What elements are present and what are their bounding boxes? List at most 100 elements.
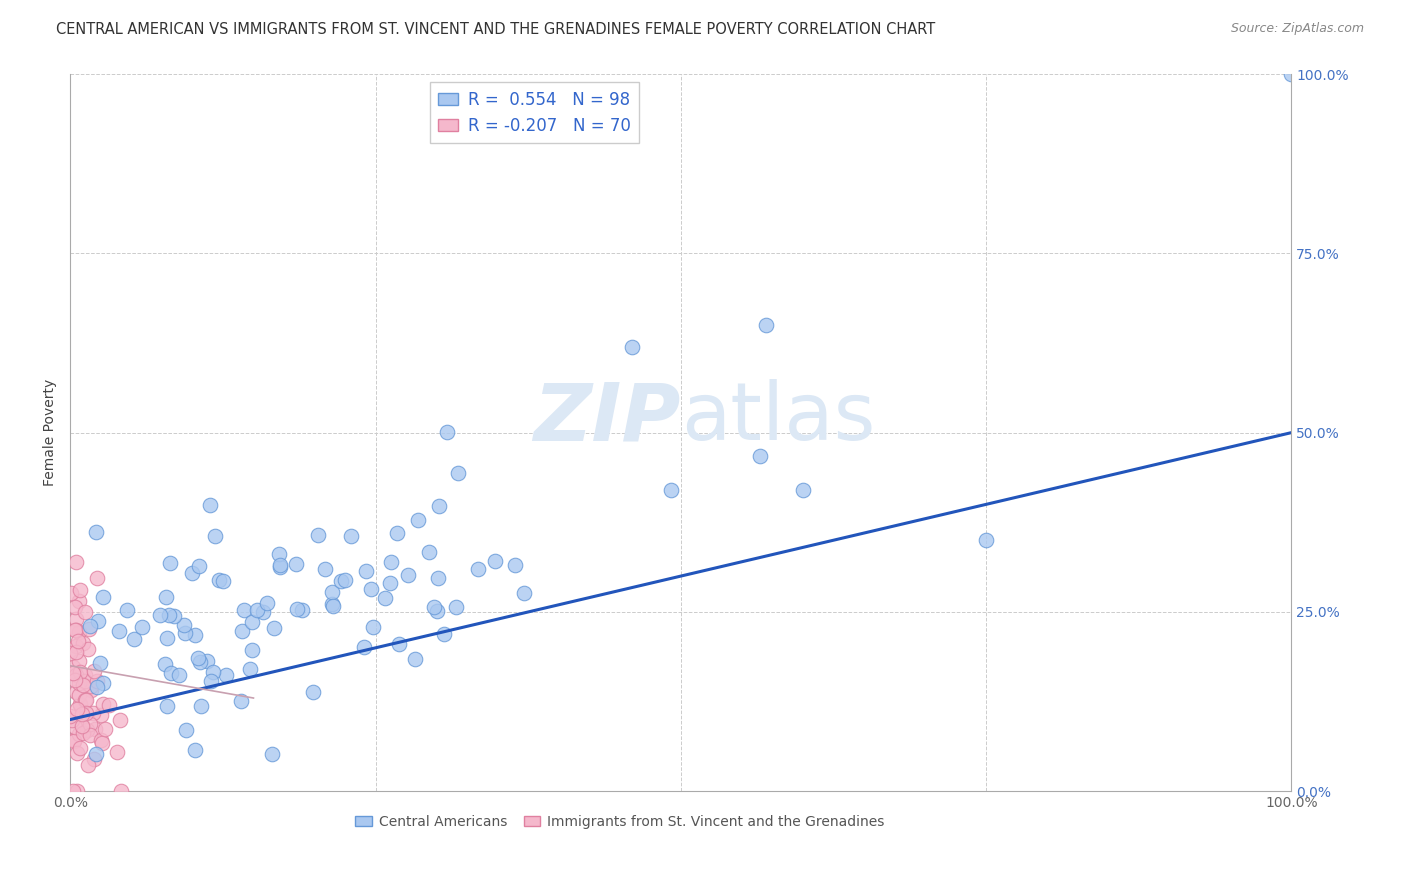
Point (184, 628, 207, 642)
Point (66, 634, 89, 648)
Point (65, 623, 87, 637)
Point (231, 624, 253, 639)
Point (404, 652, 426, 666)
Point (69, 697, 91, 711)
Point (330, 574, 353, 588)
Point (447, 467, 470, 481)
Point (749, 449, 772, 463)
Point (156, 698, 179, 713)
Point (131, 620, 153, 634)
Point (59, 709, 82, 723)
Point (198, 498, 221, 512)
Point (155, 591, 177, 605)
Point (444, 599, 467, 614)
Point (513, 586, 536, 600)
Point (211, 574, 233, 588)
Point (197, 654, 219, 668)
Point (63, 733, 86, 747)
Legend: Central Americans, Immigrants from St. Vincent and the Grenadines: Central Americans, Immigrants from St. V… (350, 809, 890, 835)
Point (90, 732, 112, 747)
Point (422, 599, 444, 614)
Point (157, 607, 180, 622)
Point (302, 685, 325, 699)
Point (67, 688, 90, 702)
Point (418, 545, 440, 559)
Point (263, 621, 285, 635)
Point (406, 513, 429, 527)
Point (427, 571, 450, 585)
Point (77, 758, 100, 772)
Point (73, 673, 96, 688)
Point (188, 655, 211, 669)
Point (208, 573, 231, 587)
Point (72, 719, 94, 733)
Point (70, 707, 93, 722)
Point (89, 657, 111, 671)
Point (260, 747, 283, 762)
Point (200, 673, 222, 688)
Point (240, 615, 263, 630)
Point (174, 723, 197, 738)
Point (65, 668, 87, 682)
Point (229, 694, 252, 708)
Point (360, 582, 382, 596)
Point (84, 524, 107, 539)
Point (269, 558, 291, 572)
Point (291, 603, 314, 617)
Point (65, 612, 87, 626)
Point (156, 632, 179, 646)
Point (86, 674, 108, 689)
Point (65, 555, 87, 569)
Point (91, 590, 114, 604)
Point (190, 699, 212, 714)
Point (503, 558, 526, 572)
Point (79, 683, 101, 698)
Point (153, 657, 176, 671)
Point (385, 526, 408, 541)
Point (108, 624, 131, 638)
Point (83, 722, 105, 736)
Point (87, 614, 110, 628)
Point (246, 603, 269, 617)
Point (86, 571, 108, 585)
Point (60, 713, 83, 727)
Point (86, 680, 108, 694)
Point (107, 745, 129, 759)
Point (321, 585, 343, 599)
Point (67, 625, 90, 640)
Point (269, 560, 291, 574)
Point (321, 597, 343, 611)
Point (66, 784, 89, 798)
Point (83, 665, 105, 679)
Point (67, 675, 90, 690)
Point (72, 720, 94, 734)
Point (215, 667, 238, 681)
Text: Source: ZipAtlas.com: Source: ZipAtlas.com (1230, 22, 1364, 36)
Point (354, 564, 377, 578)
Point (378, 575, 401, 590)
Point (187, 651, 209, 665)
Point (63, 673, 86, 687)
Point (433, 626, 456, 640)
Point (62, 784, 84, 798)
Point (82, 706, 104, 720)
Point (73, 605, 96, 619)
Point (233, 602, 256, 616)
Point (62, 660, 84, 674)
Text: ZIP: ZIP (533, 379, 681, 458)
Point (256, 596, 278, 610)
Point (239, 662, 262, 676)
Point (76, 642, 98, 657)
Point (1279, 67, 1302, 81)
Point (63, 734, 86, 748)
Point (363, 620, 385, 634)
Point (91, 736, 114, 750)
Point (69, 583, 91, 598)
Point (79, 729, 101, 743)
Point (167, 667, 190, 681)
Point (163, 609, 186, 624)
Point (65, 645, 87, 659)
Point (755, 318, 778, 332)
Point (79, 618, 101, 632)
Point (69, 741, 91, 756)
